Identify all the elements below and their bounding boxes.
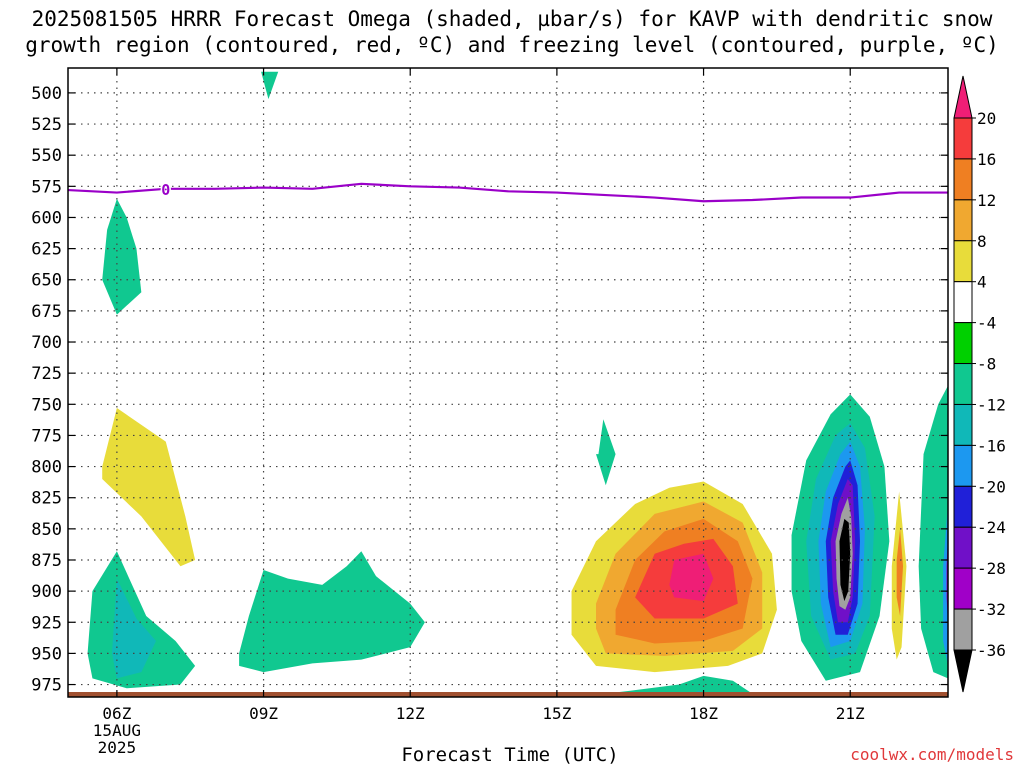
y-tick-label-850: 850 xyxy=(31,520,62,540)
y-tick-label-800: 800 xyxy=(31,458,62,478)
y-tick-label-825: 825 xyxy=(31,489,62,509)
date-label-1: 2025 xyxy=(98,738,137,757)
colorbar-label-12: -32 xyxy=(977,600,1006,619)
x-tick-label-09Z: 09Z xyxy=(249,704,278,723)
y-tick-label-725: 725 xyxy=(31,364,62,384)
y-tick-label-900: 900 xyxy=(31,582,62,602)
chart-title: 2025081505 HRRR Forecast Omega (shaded, … xyxy=(25,7,999,57)
colorbar-label-10: -24 xyxy=(977,518,1006,537)
y-tick-label-875: 875 xyxy=(31,551,62,571)
colorbar-segment-2 xyxy=(953,199,973,242)
colorbar-segment-4 xyxy=(953,281,973,324)
colorbar-segment-1 xyxy=(953,158,973,201)
colorbar-segment-5 xyxy=(953,322,973,365)
colorbar-top-arrow xyxy=(953,75,973,119)
x-tick-label-06Z: 06Z xyxy=(102,704,131,723)
credit-link[interactable]: coolwx.com/models xyxy=(850,745,1014,764)
colorbar-segment-10 xyxy=(953,526,973,569)
omega-region-23 xyxy=(918,385,948,679)
y-tick-label-675: 675 xyxy=(31,302,62,322)
y-tick-label-625: 625 xyxy=(31,240,62,260)
terrain-bar xyxy=(68,692,948,697)
colorbar-segment-11 xyxy=(953,567,973,610)
x-tick-label-21Z: 21Z xyxy=(836,704,865,723)
x-tick-label-15Z: 15Z xyxy=(542,704,571,723)
colorbar-label-7: -12 xyxy=(977,395,1006,414)
colorbar-segment-7 xyxy=(953,403,973,446)
omega-region-12 xyxy=(576,675,758,697)
y-tick-label-600: 600 xyxy=(31,208,62,228)
colorbar-label-1: 16 xyxy=(977,150,996,169)
omega-region-24 xyxy=(943,503,948,666)
colorbar-label-0: 20 xyxy=(977,109,996,128)
colorbar-label-13: -36 xyxy=(977,641,1006,660)
omega-region-4 xyxy=(112,578,156,679)
omega-region-6 xyxy=(596,419,616,486)
date-label-0: 15AUG xyxy=(93,721,141,740)
colorbar-bottom-arrow xyxy=(953,649,973,693)
colorbar-label-8: -16 xyxy=(977,436,1006,455)
x-axis-label: Forecast Time (UTC) xyxy=(401,744,619,766)
colorbar-segment-12 xyxy=(953,608,973,651)
omega-region-0 xyxy=(102,198,142,315)
y-tick-label-525: 525 xyxy=(31,115,62,135)
colorbar-label-4: 4 xyxy=(977,273,987,292)
y-tick-label-650: 650 xyxy=(31,271,62,291)
x-tick-label-12Z: 12Z xyxy=(396,704,425,723)
colorbar-segment-0 xyxy=(953,117,973,160)
x-tick-label-18Z: 18Z xyxy=(689,704,718,723)
colorbar-label-11: -28 xyxy=(977,559,1006,578)
colorbar-label-6: -8 xyxy=(977,355,996,374)
omega-region-5 xyxy=(239,551,425,673)
freezing-level-line xyxy=(68,182,948,203)
omega-region-2 xyxy=(102,408,196,567)
colorbar-label-2: 12 xyxy=(977,191,996,210)
colorbar-segment-6 xyxy=(953,363,973,405)
omega-region-11 xyxy=(669,553,714,602)
omega-region-20 xyxy=(839,518,851,602)
omega-region-1 xyxy=(261,71,279,100)
freezing-level-label: 0 xyxy=(161,181,170,199)
y-tick-label-775: 775 xyxy=(31,426,62,446)
y-tick-label-750: 750 xyxy=(31,395,62,415)
colorbar-segment-3 xyxy=(953,240,973,283)
plot-frame xyxy=(67,67,949,698)
y-tick-label-550: 550 xyxy=(31,146,62,166)
y-tick-label-925: 925 xyxy=(31,613,62,633)
y-tick-label-575: 575 xyxy=(31,177,62,197)
y-tick-label-975: 975 xyxy=(31,676,62,696)
y-tick-label-950: 950 xyxy=(31,644,62,664)
plot-content: 0 xyxy=(68,68,948,697)
colorbar-label-5: -4 xyxy=(977,314,996,333)
colorbar-label-9: -20 xyxy=(977,477,1006,496)
y-tick-label-700: 700 xyxy=(31,333,62,353)
colorbar-segment-8 xyxy=(953,444,973,487)
colorbar-label-3: 8 xyxy=(977,232,987,251)
y-tick-label-500: 500 xyxy=(31,84,62,104)
colorbar-segment-9 xyxy=(953,485,973,528)
omega-region-22 xyxy=(896,528,904,617)
